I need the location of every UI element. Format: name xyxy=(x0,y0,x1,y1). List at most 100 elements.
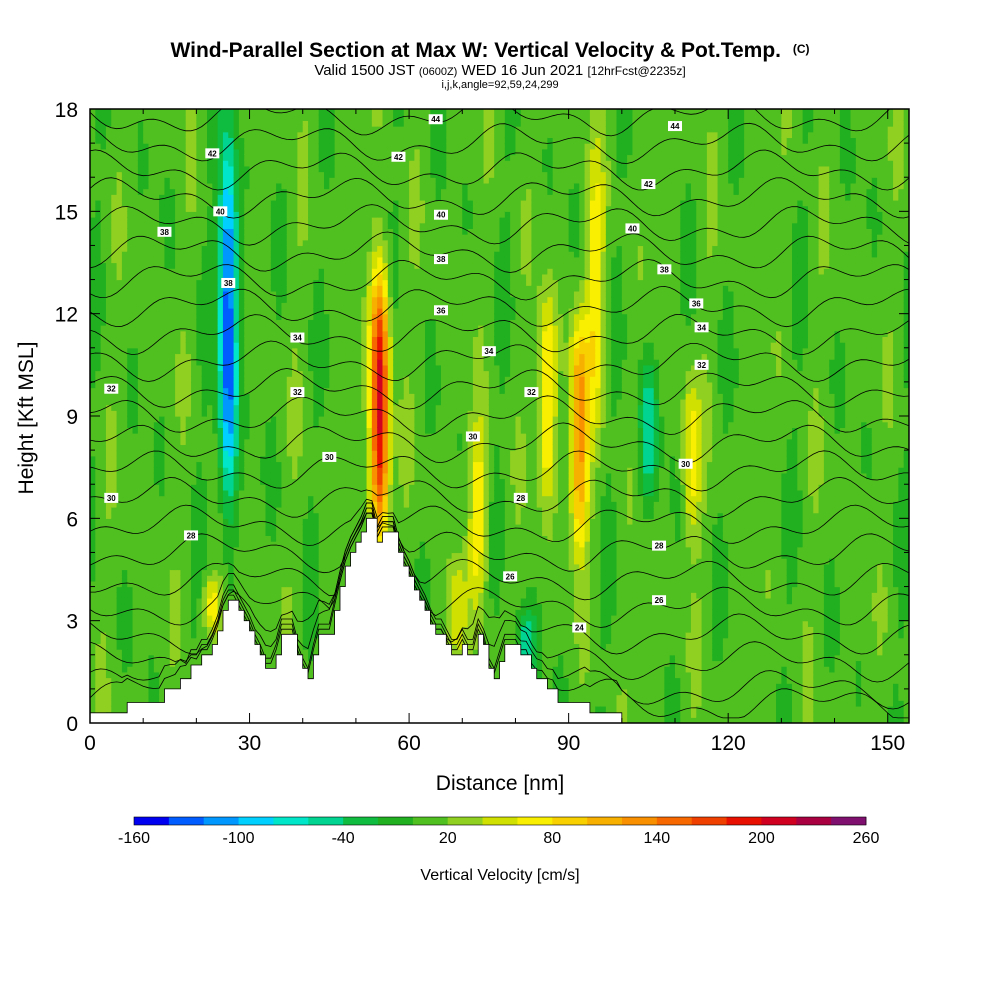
field-cell xyxy=(191,347,197,355)
field-cell xyxy=(324,279,330,286)
field-cell xyxy=(116,592,123,599)
field-cell xyxy=(217,319,224,326)
field-cell xyxy=(318,285,325,292)
field-cell xyxy=(217,626,224,633)
field-cell xyxy=(297,143,304,150)
field-cell xyxy=(100,296,107,303)
field-cell xyxy=(265,467,272,474)
field-cell xyxy=(95,228,102,235)
field-cell xyxy=(90,307,96,315)
field-cell xyxy=(143,342,150,349)
field-cell xyxy=(175,632,182,639)
field-cell xyxy=(308,126,314,133)
field-cell xyxy=(121,694,128,701)
field-cell xyxy=(302,433,309,440)
field-cell xyxy=(207,188,213,195)
field-cell xyxy=(228,330,235,338)
field-cell xyxy=(185,467,192,474)
field-cell xyxy=(159,319,166,326)
field-cell xyxy=(180,325,187,332)
field-cell xyxy=(132,620,139,627)
field-cell xyxy=(292,290,299,298)
field-cell xyxy=(175,194,182,201)
field-cell xyxy=(153,347,160,355)
field-cell xyxy=(313,472,320,480)
field-cell xyxy=(105,580,112,588)
field-cell xyxy=(105,626,112,633)
field-cell xyxy=(302,251,309,258)
field-cell xyxy=(313,273,320,281)
field-cell xyxy=(302,495,309,502)
field-cell xyxy=(148,126,155,133)
field-cell xyxy=(100,541,107,548)
field-cell xyxy=(137,120,144,127)
field-cell xyxy=(265,177,272,184)
field-cell xyxy=(233,330,240,338)
field-cell xyxy=(270,546,277,554)
field-cell xyxy=(292,541,299,548)
field-cell xyxy=(137,398,144,406)
field-cell xyxy=(254,325,261,332)
field-cell xyxy=(249,370,256,377)
field-cell xyxy=(281,580,288,588)
field-cell xyxy=(159,330,166,338)
field-cell xyxy=(233,171,240,178)
field-cell xyxy=(95,342,102,349)
field-cell xyxy=(318,438,325,446)
field-cell xyxy=(143,177,150,184)
field-cell xyxy=(185,444,192,451)
field-cell xyxy=(105,347,112,355)
field-cell xyxy=(95,410,102,417)
field-cell xyxy=(286,279,293,286)
field-cell xyxy=(153,205,160,212)
field-cell xyxy=(265,302,272,309)
field-cell xyxy=(137,643,144,650)
field-cell xyxy=(297,455,304,463)
field-cell xyxy=(329,205,336,212)
field-cell xyxy=(276,421,283,428)
field-cell xyxy=(95,307,102,315)
field-cell xyxy=(302,535,309,542)
field-cell xyxy=(196,245,203,252)
field-cell xyxy=(169,455,176,463)
field-cell xyxy=(159,393,166,400)
field-cell xyxy=(153,506,160,514)
field-cell xyxy=(137,245,144,252)
field-cell xyxy=(265,433,272,440)
field-cell xyxy=(222,563,229,571)
field-cell xyxy=(95,569,102,576)
field-cell xyxy=(292,296,299,303)
field-cell xyxy=(95,524,102,531)
field-cell xyxy=(180,228,187,235)
field-cell xyxy=(90,478,96,485)
field-cell xyxy=(286,478,293,485)
field-cell xyxy=(254,472,261,480)
field-cell xyxy=(169,416,176,423)
field-cell xyxy=(217,256,224,264)
field-cell xyxy=(270,251,277,258)
field-cell xyxy=(159,643,166,650)
field-cell xyxy=(159,410,166,417)
field-cell xyxy=(148,148,155,156)
field-cell xyxy=(185,666,192,673)
field-cell xyxy=(180,370,187,377)
field-cell xyxy=(249,626,256,633)
field-cell xyxy=(169,495,176,502)
field-cell xyxy=(148,512,155,519)
field-cell xyxy=(95,461,102,468)
field-cell xyxy=(265,398,272,406)
field-cell xyxy=(265,245,272,252)
field-cell xyxy=(297,376,304,383)
field-cell xyxy=(100,381,107,389)
field-cell xyxy=(196,290,203,298)
field-cell xyxy=(249,330,256,338)
field-cell xyxy=(276,182,283,190)
field-cell xyxy=(95,563,102,571)
field-cell xyxy=(238,126,245,133)
field-cell xyxy=(127,512,134,519)
field-cell xyxy=(175,222,182,229)
field-cell xyxy=(260,569,267,576)
field-cell xyxy=(175,239,182,247)
field-cell xyxy=(212,614,219,622)
field-cell xyxy=(132,353,139,360)
